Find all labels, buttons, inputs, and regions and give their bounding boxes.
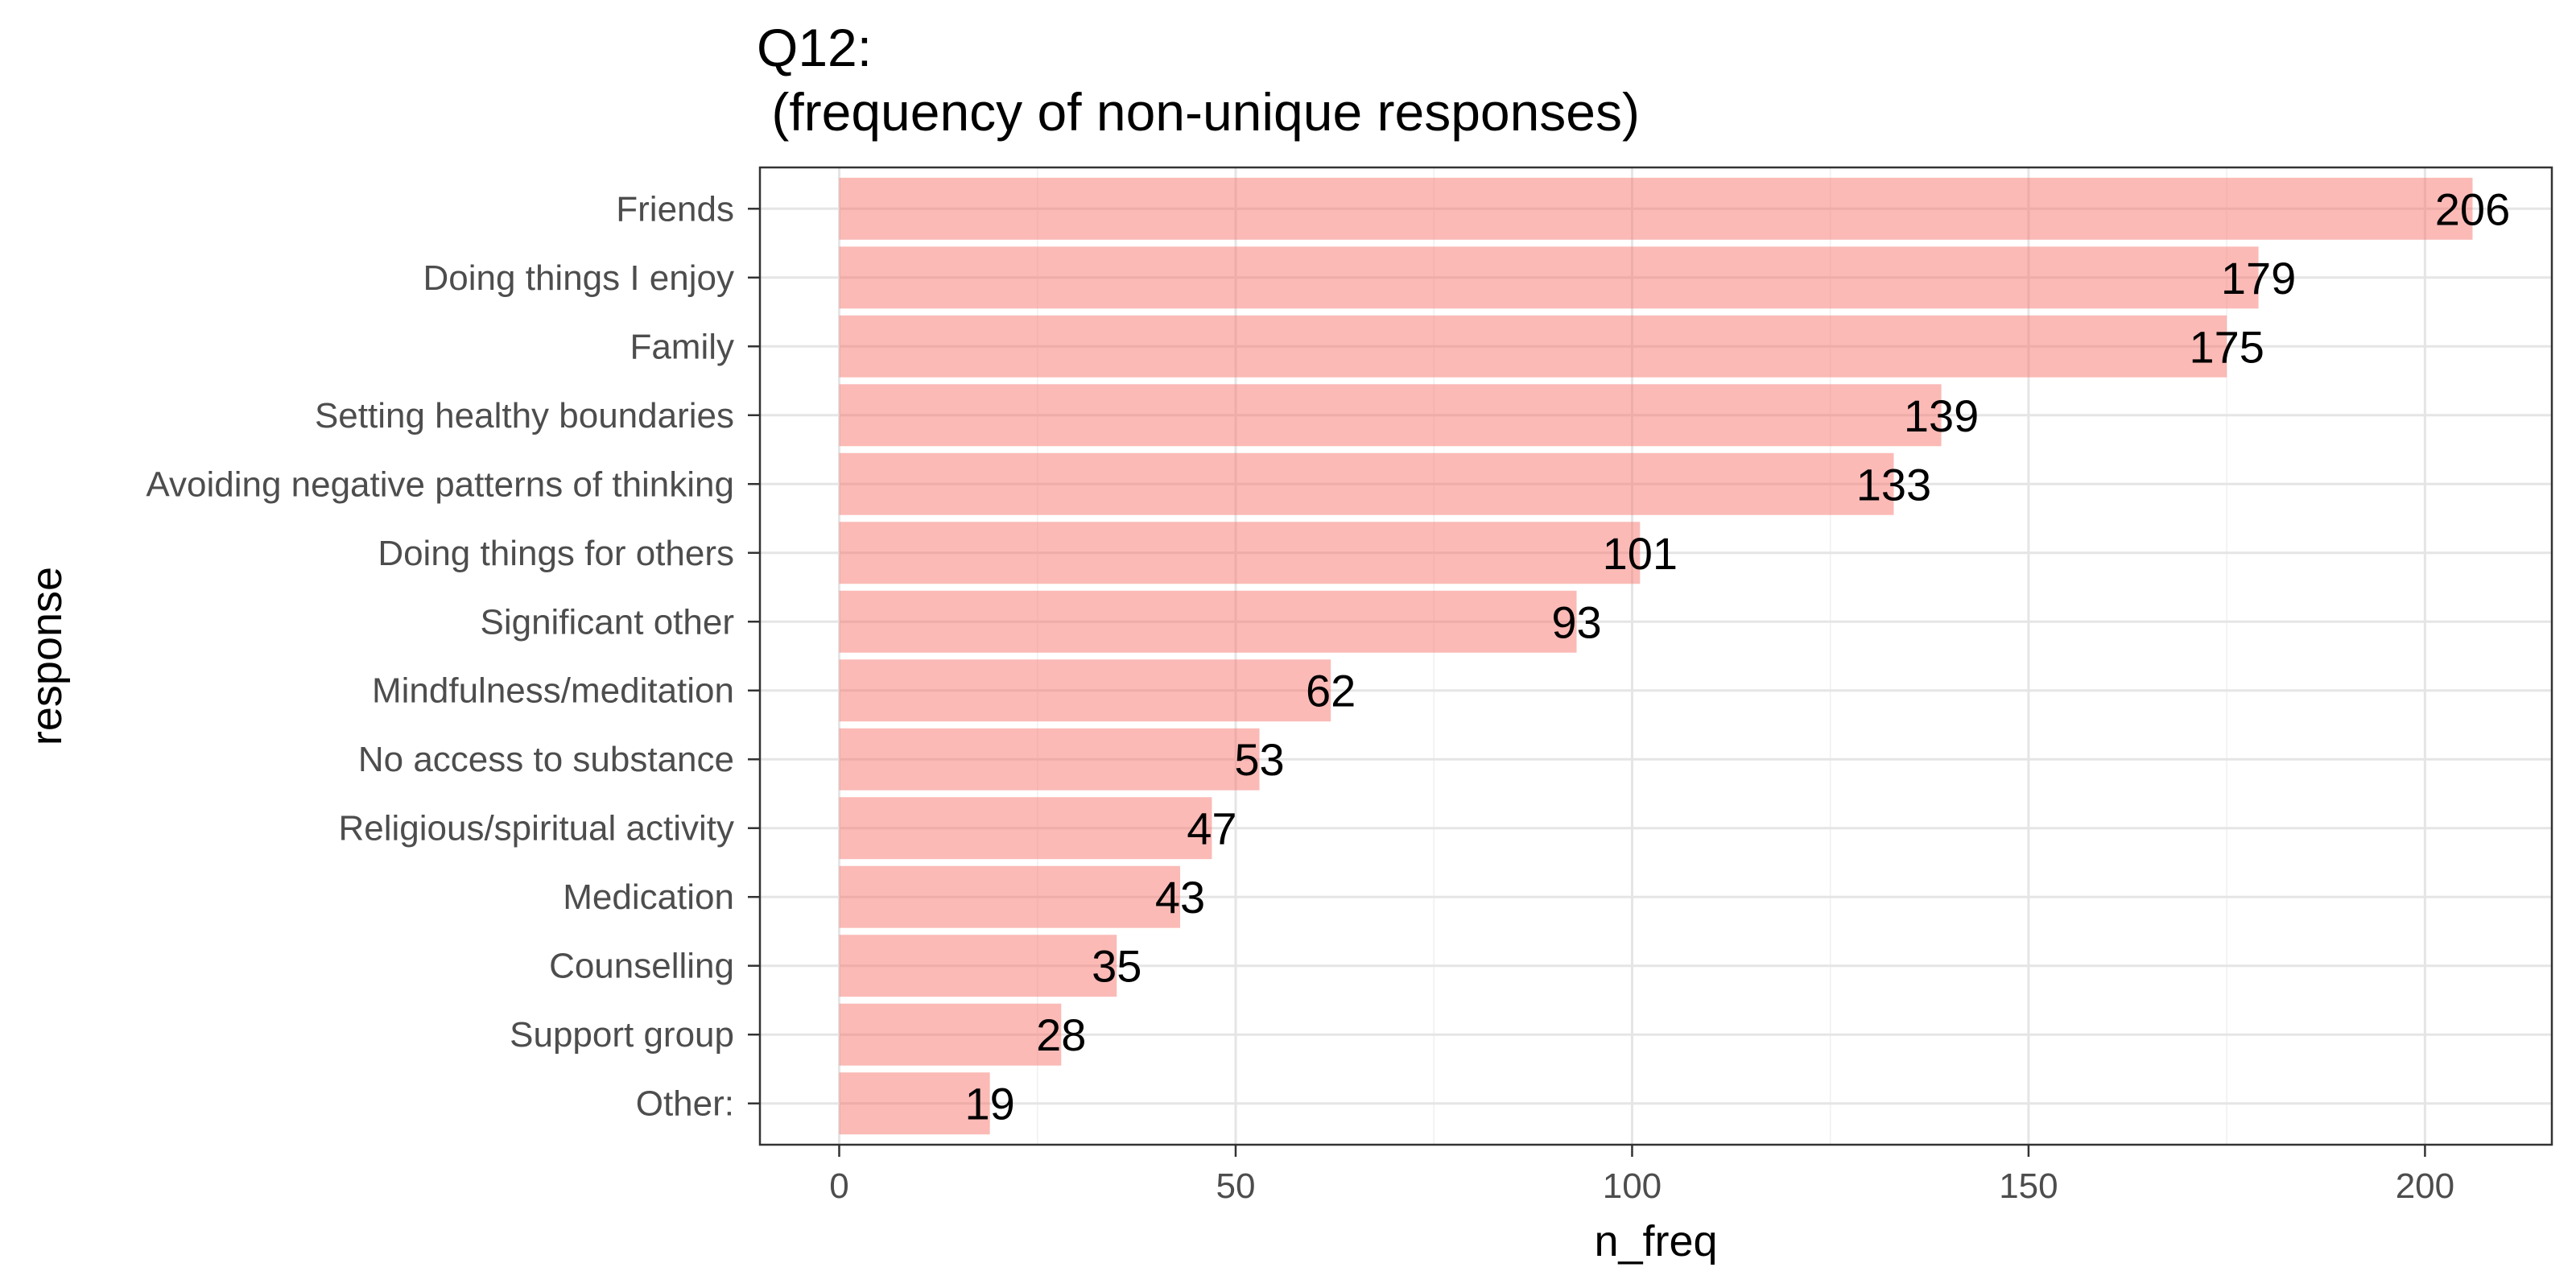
chart-title-line1: Q12: bbox=[757, 18, 873, 77]
y-tick-label: Setting healthy boundaries bbox=[315, 396, 734, 436]
x-tick-label: 100 bbox=[1603, 1166, 1662, 1206]
bar bbox=[839, 522, 1641, 584]
bar-value-label: 101 bbox=[1603, 528, 1678, 579]
y-tick-label: Doing things for others bbox=[378, 534, 734, 573]
y-tick-label: Religious/spiritual activity bbox=[338, 809, 734, 848]
y-tick-label: Counselling bbox=[549, 947, 734, 986]
bar bbox=[839, 246, 2259, 309]
plot-background bbox=[760, 167, 2552, 1145]
bar-value-label: 47 bbox=[1187, 803, 1236, 854]
bar-value-label: 19 bbox=[964, 1079, 1014, 1129]
y-tick-label: Support group bbox=[510, 1015, 734, 1055]
y-tick-label: Medication bbox=[563, 877, 734, 917]
y-tick-label: Avoiding negative patterns of thinking bbox=[146, 464, 734, 504]
plot-panel-border bbox=[758, 166, 2553, 1146]
y-axis-title: response bbox=[23, 567, 71, 745]
x-tick-label: 150 bbox=[1999, 1166, 2058, 1206]
bar bbox=[839, 728, 1260, 791]
y-tick-label: Friends bbox=[616, 189, 734, 229]
y-tick-label: Family bbox=[630, 327, 734, 366]
y-tick-label: Other: bbox=[636, 1084, 734, 1124]
y-tick-label: Significant other bbox=[480, 602, 734, 642]
bar bbox=[839, 935, 1117, 997]
bar-value-label: 93 bbox=[1551, 597, 1601, 647]
y-tick-label: Mindfulness/meditation bbox=[372, 671, 734, 711]
x-tick-label: 50 bbox=[1216, 1166, 1255, 1206]
bars bbox=[839, 177, 2473, 1135]
bar bbox=[839, 452, 1894, 515]
bar-value-label: 175 bbox=[2189, 321, 2264, 372]
bar bbox=[839, 177, 2473, 240]
y-tick-label: Doing things I enjoy bbox=[423, 258, 734, 298]
bar-value-label: 43 bbox=[1155, 872, 1205, 923]
y-tick-label: No access to substance bbox=[358, 740, 734, 779]
chart-title-line2: (frequency of non-unique responses) bbox=[757, 82, 1640, 142]
bar bbox=[839, 1072, 990, 1135]
bar-value-label: 179 bbox=[2221, 253, 2296, 303]
bar-value-label: 28 bbox=[1036, 1009, 1086, 1060]
bar bbox=[839, 797, 1212, 860]
bar bbox=[839, 590, 1577, 653]
bar bbox=[839, 384, 1942, 447]
bar bbox=[839, 315, 2227, 378]
bar-value-label: 206 bbox=[2435, 184, 2510, 234]
bar-value-label: 35 bbox=[1092, 941, 1141, 992]
x-tick-label: 200 bbox=[2396, 1166, 2454, 1206]
bar-value-label: 62 bbox=[1306, 666, 1356, 716]
bar bbox=[839, 865, 1181, 928]
bar bbox=[839, 1003, 1062, 1066]
x-tick-label: 0 bbox=[829, 1166, 848, 1206]
bar-value-label: 53 bbox=[1234, 734, 1284, 785]
bar bbox=[839, 659, 1331, 722]
x-axis-title: n_freq bbox=[1594, 1217, 1717, 1265]
bar-value-label: 133 bbox=[1856, 459, 1931, 510]
bar-value-label: 139 bbox=[1904, 390, 1979, 441]
axes: Friends Doing things I enjoy Family Setting… bbox=[146, 189, 2454, 1206]
